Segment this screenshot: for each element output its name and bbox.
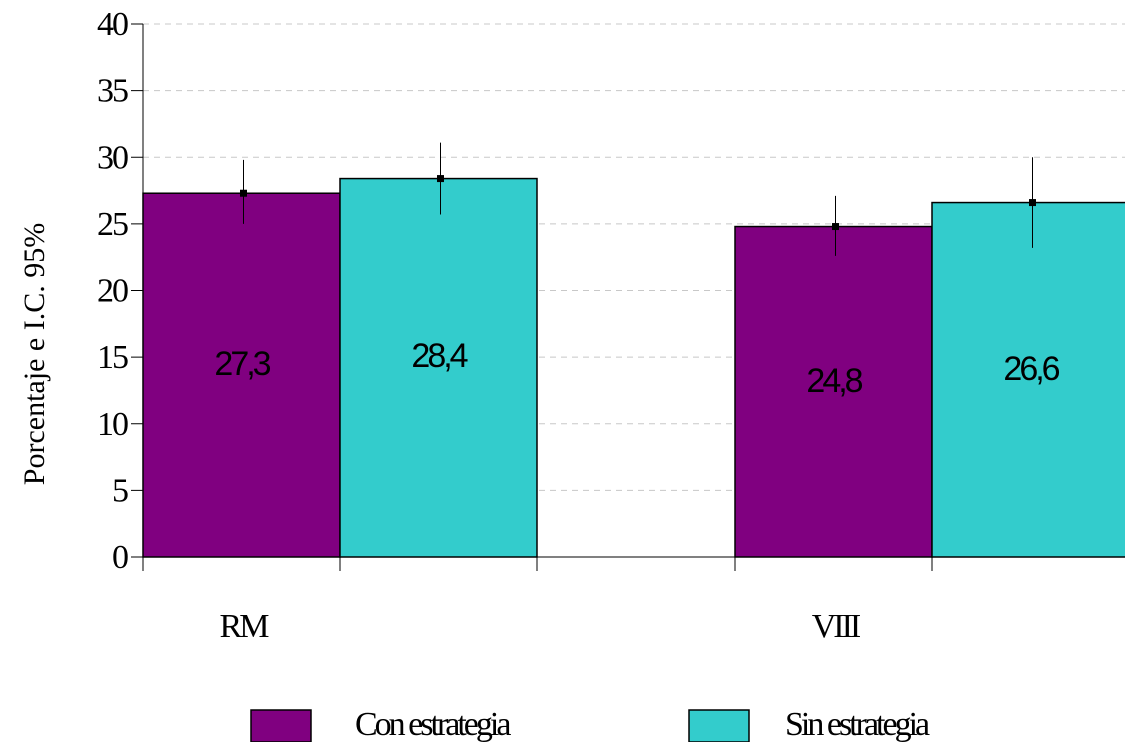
bar [734, 225, 933, 558]
category-labels: RM VIII [220, 608, 864, 645]
data-labels: 27,3 28,4 24,8 26,6 [214, 337, 1062, 400]
y-tick-labels: 0 5 10 15 20 25 30 35 40 [97, 6, 143, 576]
data-label: 26,6 [1003, 350, 1059, 388]
y-axis-label: Porcentaje e I.C. 95% [18, 223, 51, 485]
x-ticks [142, 557, 933, 571]
error-bar-point [240, 189, 247, 197]
error-bar-point [437, 175, 444, 183]
legend-swatch [688, 709, 750, 742]
category-label: VIII [812, 608, 861, 645]
error-bars [240, 142, 1036, 256]
legend-label: Con estrategia [355, 706, 511, 742]
y-tick-label: 35 [97, 73, 128, 110]
y-tick-label: 20 [97, 273, 128, 310]
y-tick-label: 25 [97, 206, 128, 243]
y-tick-label: 0 [112, 539, 128, 576]
error-bar-point [1029, 199, 1036, 207]
data-label: 28,4 [411, 337, 467, 375]
y-tick-label: 30 [97, 139, 128, 176]
legend-label: Sin estrategia [785, 706, 930, 742]
error-bar-point [832, 223, 839, 231]
legend-swatch [250, 709, 312, 742]
bar [142, 192, 341, 558]
category-label: RM [220, 608, 270, 645]
data-label: 24,8 [806, 362, 862, 400]
data-label: 27,3 [214, 345, 270, 383]
y-tick-label: 5 [112, 472, 128, 509]
bars [142, 177, 1125, 558]
legend: Con estrategia Sin estrategia [250, 706, 933, 742]
bar [931, 201, 1125, 558]
y-tick-label: 15 [97, 339, 128, 376]
y-tick-label: 10 [97, 406, 128, 443]
y-tick-label: 40 [97, 6, 128, 43]
